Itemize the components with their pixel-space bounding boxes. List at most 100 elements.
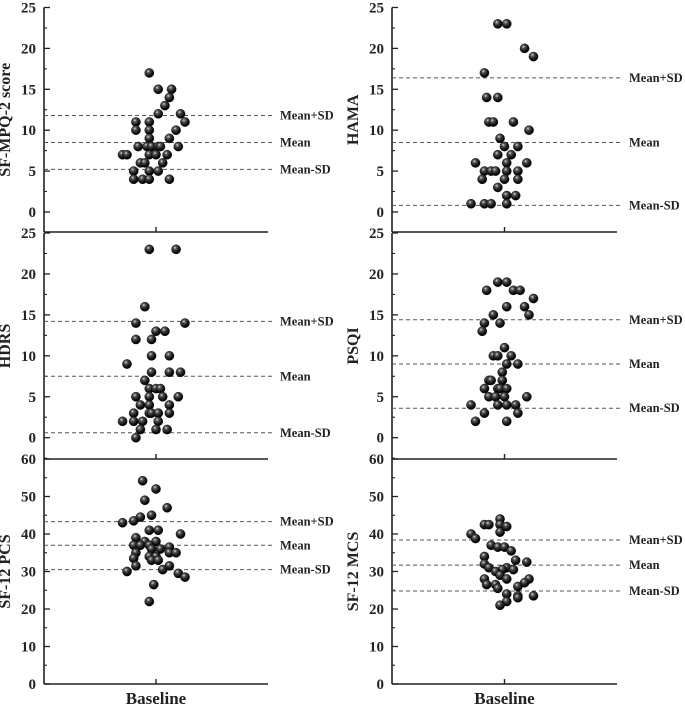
reference-line-label: Mean-SD <box>280 426 331 440</box>
data-point <box>506 546 516 556</box>
data-point <box>499 141 510 152</box>
panel-hama: 0 5 10 15 20 25 HAMA Mean+SD Mean Mean-SD <box>345 1 683 233</box>
y-tick-label: 5 <box>29 164 37 180</box>
data-point <box>479 318 490 328</box>
y-tick-label: 5 <box>377 390 385 406</box>
data-point <box>488 117 499 127</box>
reference-line-label: Mean <box>280 538 311 552</box>
data-point <box>524 125 534 135</box>
reference-line-label: Mean+SD <box>280 108 334 122</box>
data-point <box>501 198 512 209</box>
data-point <box>513 359 523 369</box>
data-point <box>128 408 139 418</box>
reference-line-label: Mean <box>280 135 311 149</box>
data-point <box>144 117 155 127</box>
data-point <box>513 581 523 592</box>
y-tick-label: 0 <box>29 205 37 221</box>
data-point <box>490 391 501 402</box>
data-point <box>481 92 492 103</box>
data-point <box>499 342 510 353</box>
y-tick-label: 20 <box>369 267 384 283</box>
data-point <box>479 68 490 78</box>
data-point <box>497 375 508 386</box>
data-point <box>488 310 499 320</box>
reference-line-label: Mean-SD <box>280 162 331 176</box>
data-point <box>144 174 155 185</box>
data-point <box>493 351 503 361</box>
y-tick-label: 25 <box>369 1 384 17</box>
data-point <box>146 367 157 378</box>
data-point <box>506 149 516 160</box>
data-point <box>501 277 512 287</box>
data-point <box>144 525 155 536</box>
y-tick-label: 30 <box>369 565 384 581</box>
data-point <box>513 592 523 603</box>
data-point <box>144 596 155 607</box>
data-point <box>131 334 141 345</box>
data-point <box>513 166 523 176</box>
data-point <box>493 583 503 594</box>
data-point <box>131 432 141 443</box>
data-point <box>490 166 501 176</box>
data-point <box>153 109 164 119</box>
y-tick-label: 10 <box>21 349 36 365</box>
y-tick-label: 10 <box>21 123 36 139</box>
data-point <box>495 527 505 537</box>
data-point <box>155 141 166 152</box>
y-tick-label: 5 <box>29 390 37 406</box>
data-point <box>495 133 505 144</box>
data-point <box>144 125 155 135</box>
y-axis-label: SF-12 MCS <box>345 532 362 612</box>
data-point <box>131 561 141 571</box>
data-point <box>481 579 492 590</box>
panel-psqi: 0 5 10 15 20 25 PSQI Mean+SD Mean Mean-SD <box>345 226 683 460</box>
data-point <box>175 109 186 119</box>
panel-hdrs: 0 5 10 15 20 25 HDRS Mean+SD Mean Mean-SD <box>0 226 334 460</box>
data-point <box>140 495 150 506</box>
panel-sf-12-pcs: 0 10 20 30 40 50 60 SF-12 PCS Mean+SD Mean Mean-SD… <box>0 452 334 708</box>
data-point <box>493 182 503 193</box>
y-tick-label: 0 <box>29 431 37 447</box>
y-tick-label: 25 <box>21 226 36 242</box>
y-axis-label: HAMA <box>345 94 362 145</box>
y-tick-label: 40 <box>21 527 36 543</box>
data-point <box>128 416 139 427</box>
data-point <box>508 117 519 127</box>
data-point <box>493 277 503 287</box>
data-point <box>160 326 170 337</box>
y-tick-label: 20 <box>21 602 36 618</box>
data-point <box>497 367 508 378</box>
reference-line-label: Mean <box>629 558 660 572</box>
data-point <box>180 117 190 127</box>
reference-line-label: Mean <box>280 369 311 383</box>
x-axis-label: Baseline <box>474 689 535 708</box>
data-point <box>466 198 476 209</box>
reference-line-label: Mean-SD <box>629 198 680 212</box>
y-tick-label: 30 <box>21 565 36 581</box>
data-point <box>117 416 128 427</box>
data-point <box>144 391 155 402</box>
data-point <box>153 166 164 176</box>
data-point <box>513 174 523 185</box>
data-point <box>146 351 157 361</box>
data-point <box>470 533 481 544</box>
reference-line-label: Mean+SD <box>280 515 334 529</box>
data-point <box>501 383 512 394</box>
data-point <box>164 133 175 144</box>
data-point <box>131 391 141 402</box>
data-point <box>486 375 496 386</box>
data-point <box>506 351 516 361</box>
panel-sf-12-mcs: 0 10 20 30 40 50 60 SF-12 MCS Mean+SD Mean Mean-SD… <box>345 452 683 708</box>
data-point <box>160 100 170 111</box>
data-point <box>140 375 150 386</box>
data-point <box>513 408 523 418</box>
data-point <box>493 92 503 103</box>
reference-line-label: Mean+SD <box>629 71 683 85</box>
data-point <box>180 572 190 582</box>
data-point <box>508 564 519 575</box>
data-point <box>522 557 532 567</box>
data-point <box>157 158 168 168</box>
data-point <box>180 318 190 328</box>
data-point <box>162 502 172 513</box>
